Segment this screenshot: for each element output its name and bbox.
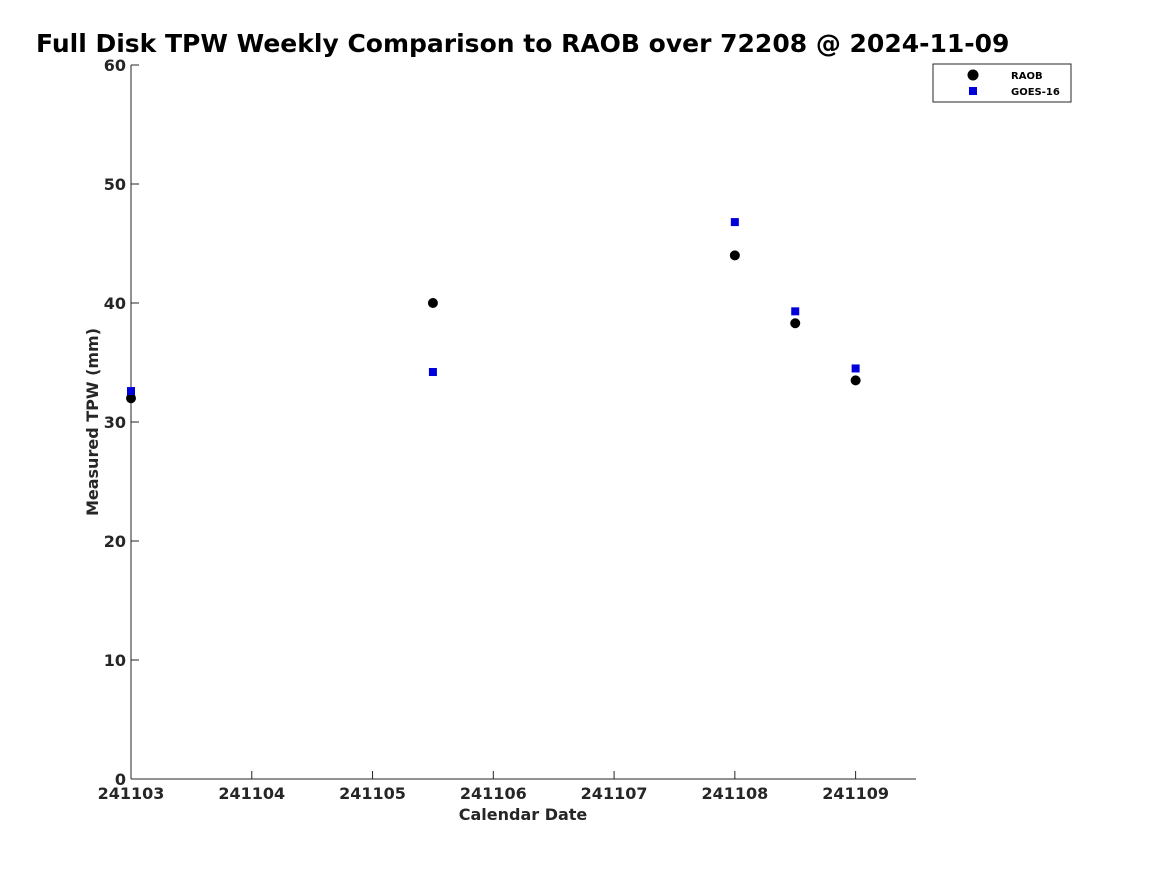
point-raob xyxy=(427,298,438,308)
x-tick-label: 241107 xyxy=(581,784,648,803)
point-raob xyxy=(126,393,136,404)
point-raob xyxy=(790,318,801,329)
x-tick-label: 241104 xyxy=(218,784,285,803)
point-raob xyxy=(850,375,861,386)
data-points xyxy=(126,218,861,404)
chart-title: Full Disk TPW Weekly Comparison to RAOB … xyxy=(36,29,1009,58)
plot-axes xyxy=(130,65,916,780)
legend-box xyxy=(932,63,1072,103)
y-axis-label: Measured TPW (mm) xyxy=(83,328,102,516)
legend-label-raob: RAOB xyxy=(1011,71,1043,82)
x-tick-label: 241103 xyxy=(98,784,165,803)
point-goes-16 xyxy=(791,307,800,316)
y-tick-label: 50 xyxy=(104,175,126,194)
y-axis-ticks: 0 10 20 30 40 50 60 xyxy=(104,56,139,789)
y-tick-label: 40 xyxy=(104,294,126,313)
point-goes-16 xyxy=(127,387,135,396)
legend-marker-goes16 xyxy=(969,87,977,95)
x-axis-label: Calendar Date xyxy=(459,805,588,824)
y-tick-label: 30 xyxy=(104,413,126,432)
legend-marker-raob xyxy=(967,69,979,81)
y-tick-label: 0 xyxy=(115,770,126,789)
x-tick-label: 241105 xyxy=(339,784,406,803)
x-axis-ticks: 241103 241104 241105 241106 241107 241108 2411… xyxy=(98,771,889,803)
legend: RAOB GOES-16 xyxy=(932,63,1072,103)
point-goes-16 xyxy=(730,218,739,227)
point-goes-16 xyxy=(851,364,860,373)
y-tick-label: 20 xyxy=(104,532,126,551)
legend-label-goes16: GOES-16 xyxy=(1011,87,1060,98)
x-tick-label: 241108 xyxy=(701,784,768,803)
point-raob xyxy=(729,250,740,261)
x-tick-label: 241106 xyxy=(460,784,527,803)
point-goes-16 xyxy=(428,368,437,377)
x-tick-label: 241109 xyxy=(822,784,889,803)
y-tick-label: 10 xyxy=(104,651,126,670)
y-tick-label: 60 xyxy=(104,56,126,75)
